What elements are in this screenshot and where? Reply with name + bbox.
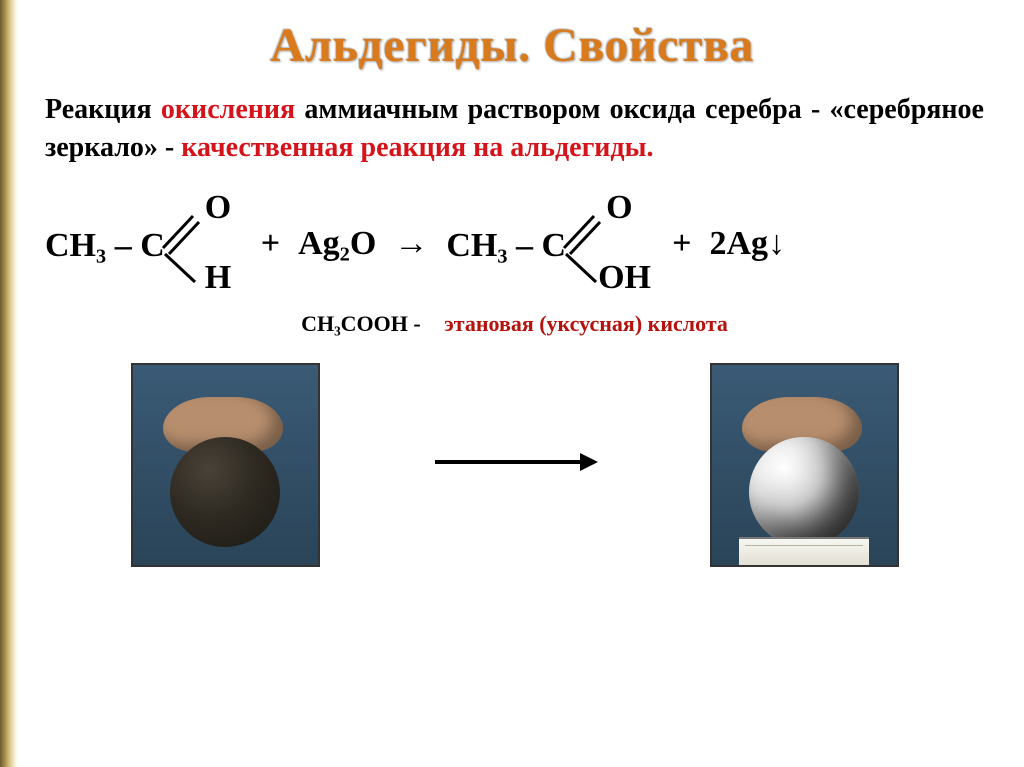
aldehyde-fragment: CH₃ – C O H bbox=[45, 189, 165, 299]
aldehyde-H: H bbox=[205, 261, 231, 295]
photo-after-book bbox=[739, 537, 869, 565]
photo-arrow bbox=[430, 447, 600, 482]
photo-before bbox=[131, 363, 320, 567]
arrow-icon bbox=[430, 447, 600, 477]
photo-row bbox=[45, 363, 984, 567]
photo-after bbox=[710, 363, 899, 567]
slide-left-frame bbox=[0, 0, 18, 767]
silver-product: 2Ag↓ bbox=[709, 189, 785, 299]
aldehyde-O: O bbox=[205, 191, 231, 225]
photo-after-flask bbox=[749, 437, 859, 547]
silver-oxide: Ag₂O bbox=[298, 189, 376, 299]
acid-OH: OH bbox=[598, 261, 651, 295]
acid-main: CH₃ – C bbox=[446, 191, 566, 301]
caption-name: этановая (уксусная) кислота bbox=[444, 311, 728, 336]
acid-O: O bbox=[606, 191, 632, 225]
para-emph-oxidation: окисления bbox=[161, 94, 295, 125]
photo-before-flask bbox=[170, 437, 280, 547]
plus-2: + bbox=[672, 189, 691, 299]
reaction-equation: CH₃ – C O H + Ag₂O → CH₃ – C O OH + 2Ag↓ bbox=[45, 189, 984, 299]
acid-fragment: CH₃ – C O OH bbox=[446, 189, 566, 299]
plus-1: + bbox=[261, 189, 280, 299]
aldehyde-bond-lines bbox=[159, 204, 209, 284]
slide-title: Альдегиды. Свойства bbox=[0, 0, 1024, 73]
para-text-a: Реакция bbox=[45, 94, 161, 125]
caption-formula: CH₃COOH - bbox=[301, 311, 421, 336]
para-emph-qualitative: качественная реакция на альдегиды. bbox=[181, 132, 653, 163]
product-caption: CH₃COOH - этановая (уксусная) кислота bbox=[45, 311, 984, 337]
intro-paragraph: Реакция окисления аммиачным раствором ок… bbox=[45, 91, 984, 167]
aldehyde-main: CH₃ – C bbox=[45, 191, 165, 301]
reaction-arrow: → bbox=[394, 189, 428, 299]
